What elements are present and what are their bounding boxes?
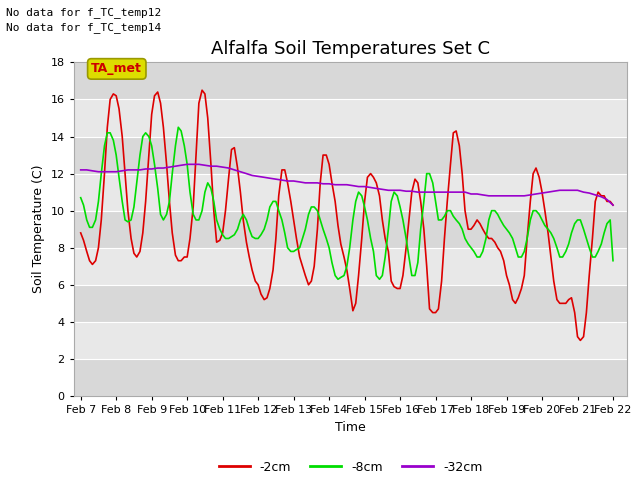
Bar — [74, 136, 627, 174]
Bar — [74, 174, 627, 211]
Bar — [74, 285, 627, 322]
Text: No data for f_TC_temp12: No data for f_TC_temp12 — [6, 7, 162, 18]
Text: No data for f_TC_temp14: No data for f_TC_temp14 — [6, 22, 162, 33]
Text: TA_met: TA_met — [92, 62, 142, 75]
Bar — [74, 211, 627, 248]
Title: Alfalfa Soil Temperatures Set C: Alfalfa Soil Temperatures Set C — [211, 40, 490, 58]
Bar — [74, 322, 627, 359]
Bar — [74, 248, 627, 285]
X-axis label: Time: Time — [335, 420, 366, 433]
Legend: -2cm, -8cm, -32cm: -2cm, -8cm, -32cm — [214, 456, 487, 479]
Bar — [74, 99, 627, 136]
Bar — [74, 62, 627, 99]
Y-axis label: Soil Temperature (C): Soil Temperature (C) — [32, 165, 45, 293]
Bar — [74, 359, 627, 396]
